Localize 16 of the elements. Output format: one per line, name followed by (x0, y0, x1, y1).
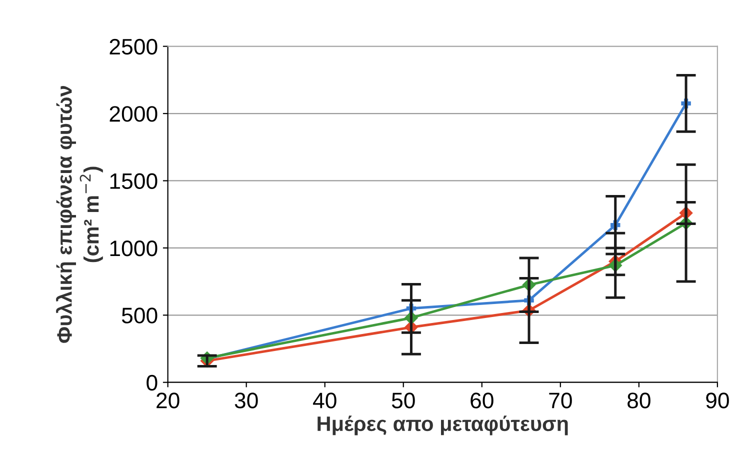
y-tick-label: 0 (146, 374, 158, 391)
x-tick-label: 60 (470, 392, 494, 408)
x-tick-label: 40 (313, 392, 336, 408)
y-tick-label: 2000 (110, 106, 158, 122)
y-tick-label: 1500 (110, 173, 158, 190)
x-tick-label: 70 (549, 392, 572, 408)
x-tick-label: 20 (156, 392, 180, 408)
x-tick-label: 30 (234, 392, 258, 408)
x-axis-title: Ημέρες απο μεταφύτευση (318, 416, 568, 436)
x-tick-label: 90 (706, 392, 729, 408)
x-tick-label: 50 (392, 392, 415, 408)
y-tick-label: 2500 (110, 38, 158, 55)
y-axis-title: Φυλλική επιφάνεια φυτών (cm² m$^{−2}$) (56, 86, 103, 343)
x-tick-label: 80 (628, 392, 650, 408)
y-tick-label: 500 (122, 308, 158, 324)
y-tick-label: 1000 (110, 240, 158, 256)
